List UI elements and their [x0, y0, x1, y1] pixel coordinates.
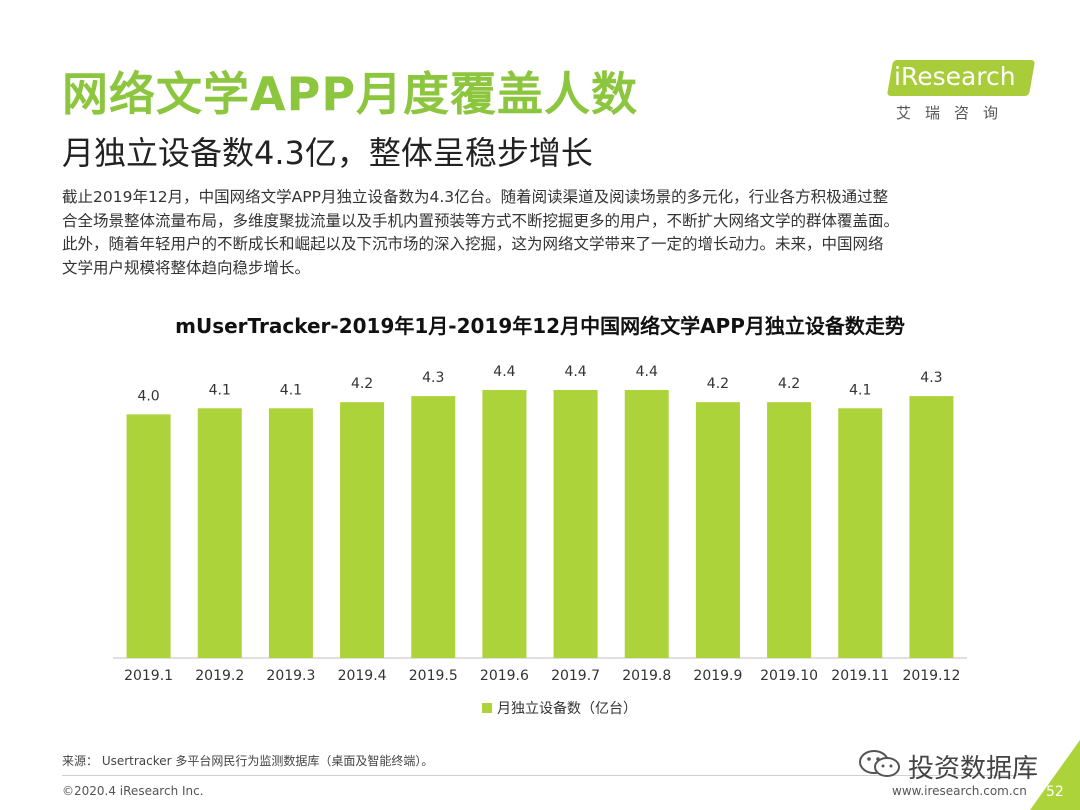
data-label: 4.1 [849, 382, 871, 398]
body-paragraph: 截止2019年12月，中国网络文学APP月独立设备数为4.3亿台。随着阅读渠道及… [62, 186, 1022, 280]
watermark-text: 投资数据库 [908, 754, 1039, 784]
x-tick-label: 2019.2 [195, 668, 244, 684]
x-tick-label: 2019.5 [409, 668, 458, 684]
bar [695, 402, 740, 658]
x-tick-label: 2019.4 [338, 668, 387, 684]
page-title: 网络文学APP月度覆盖人数 [62, 67, 639, 121]
bar [767, 402, 812, 658]
x-tick-label: 2019.10 [760, 668, 818, 684]
bar [340, 402, 385, 658]
bar [624, 390, 669, 658]
bar [411, 396, 456, 658]
data-label: 4.0 [137, 388, 159, 404]
x-tick-label: 2019.7 [551, 668, 600, 684]
chart-title: mUserTracker-2019年1月-2019年12月中国网络文学APP月独… [175, 314, 905, 338]
iresearch-logo: iResearch 艾瑞咨询 [876, 56, 1036, 126]
page-number: 52 [1046, 784, 1064, 800]
bar [838, 408, 883, 658]
footer-divider [62, 775, 1034, 776]
bar [482, 390, 527, 658]
logo-sub: 艾瑞咨询 [896, 104, 1013, 122]
legend-label: 月独立设备数（亿台） [497, 700, 637, 717]
wechat-icon [859, 750, 900, 777]
body-line: 文学用户规模将整体趋向稳步增长。 [62, 258, 311, 277]
data-label: 4.1 [209, 382, 231, 398]
data-label: 4.4 [636, 364, 658, 380]
x-tick-label: 2019.3 [266, 668, 315, 684]
legend-swatch [482, 703, 492, 713]
x-tick-label: 2019.9 [693, 668, 742, 684]
data-label: 4.1 [280, 382, 302, 398]
page-subtitle: 月独立设备数4.3亿，整体呈稳步增长 [62, 134, 593, 172]
body-line: 截止2019年12月，中国网络文学APP月独立设备数为4.3亿台。随着阅读渠道及… [62, 188, 889, 206]
data-label: 4.2 [778, 376, 800, 392]
x-tick-label: 2019.1 [124, 668, 173, 684]
page-corner-shape [1030, 740, 1080, 810]
website-link[interactable]: www.iresearch.com.cn [892, 784, 1027, 798]
copyright: ©2020.4 iResearch Inc. [62, 784, 204, 798]
data-label: 4.2 [707, 376, 729, 392]
logo-brand: iResearch [894, 62, 1016, 91]
bar [197, 408, 242, 658]
x-tick-label: 2019.8 [622, 668, 671, 684]
body-line: 此外，随着年轻用户的不断成长和崛起以及下沉市场的深入挖掘，这为网络文学带来了一定… [62, 235, 884, 253]
data-label: 4.2 [351, 376, 373, 392]
watermark: 投资数据库 [858, 744, 1048, 784]
data-label: 4.4 [564, 364, 586, 380]
bar [126, 414, 171, 658]
x-tick-label: 2019.11 [831, 668, 889, 684]
x-tick-label: 2019.6 [480, 668, 529, 684]
bar [909, 396, 954, 658]
body-line: 合全场景整体流量布局，多维度聚拢流量以及手机内置预装等方式不断挖掘更多的用户，不… [62, 211, 900, 230]
data-label: 4.4 [493, 364, 515, 380]
data-label: 4.3 [920, 370, 942, 386]
source-note: 来源： Usertracker 多平台网民行为监测数据库（桌面及智能终端）。 [62, 754, 434, 768]
data-label: 4.3 [422, 370, 444, 386]
bar [553, 390, 598, 658]
x-tick-label: 2019.12 [902, 668, 960, 684]
bar-chart: 4.0 2019.1 4.1 2019.2 4.1 2019.3 4.2 2019.4 4.3 2… [113, 364, 967, 717]
bar [268, 408, 313, 658]
